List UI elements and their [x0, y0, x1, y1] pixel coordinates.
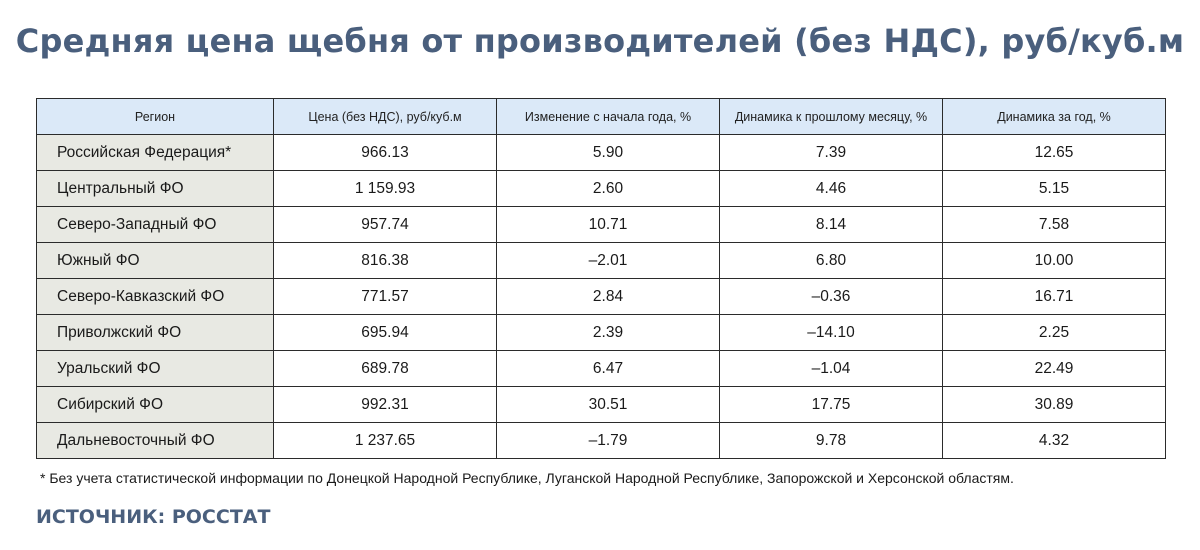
mom-change-cell: 17.75 [719, 386, 943, 423]
source-label: ИСТОЧНИК: РОССТАТ [36, 506, 271, 528]
header-mom-change: Динамика к прошлому месяцу, % [719, 98, 943, 135]
price-table: Регион Цена (без НДС), руб/куб.м Изменен… [36, 98, 1166, 459]
table-row: Южный ФО 816.38 –2.01 6.80 10.00 [36, 242, 1166, 279]
region-cell: Российская Федерация* [36, 134, 274, 171]
price-cell: 957.74 [273, 206, 497, 243]
page-title: Средняя цена щебня от производителей (бе… [15, 22, 1185, 60]
yoy-change-cell: 16.71 [942, 278, 1166, 315]
ytd-change-cell: 6.47 [496, 350, 720, 387]
table-row: Центральный ФО 1 159.93 2.60 4.46 5.15 [36, 170, 1166, 207]
yoy-change-cell: 12.65 [942, 134, 1166, 171]
table-row: Приволжский ФО 695.94 2.39 –14.10 2.25 [36, 314, 1166, 351]
region-cell: Приволжский ФО [36, 314, 274, 351]
yoy-change-cell: 10.00 [942, 242, 1166, 279]
header-yoy-change: Динамика за год, % [942, 98, 1166, 135]
mom-change-cell: 9.78 [719, 422, 943, 459]
table-row: Северо-Кавказский ФО 771.57 2.84 –0.36 1… [36, 278, 1166, 315]
table-row: Уральский ФО 689.78 6.47 –1.04 22.49 [36, 350, 1166, 387]
yoy-change-cell: 4.32 [942, 422, 1166, 459]
price-cell: 695.94 [273, 314, 497, 351]
mom-change-cell: 6.80 [719, 242, 943, 279]
region-cell: Центральный ФО [36, 170, 274, 207]
mom-change-cell: –0.36 [719, 278, 943, 315]
ytd-change-cell: 5.90 [496, 134, 720, 171]
mom-change-cell: 4.46 [719, 170, 943, 207]
header-ytd-change: Изменение с начала года, % [496, 98, 720, 135]
price-cell: 966.13 [273, 134, 497, 171]
mom-change-cell: –14.10 [719, 314, 943, 351]
mom-change-cell: –1.04 [719, 350, 943, 387]
region-cell: Южный ФО [36, 242, 274, 279]
ytd-change-cell: 2.39 [496, 314, 720, 351]
header-row: Регион Цена (без НДС), руб/куб.м Изменен… [36, 98, 1166, 135]
price-cell: 816.38 [273, 242, 497, 279]
mom-change-cell: 7.39 [719, 134, 943, 171]
yoy-change-cell: 5.15 [942, 170, 1166, 207]
table-body: Российская Федерация* 966.13 5.90 7.39 1… [36, 134, 1166, 459]
yoy-change-cell: 22.49 [942, 350, 1166, 387]
ytd-change-cell: 10.71 [496, 206, 720, 243]
region-cell: Северо-Западный ФО [36, 206, 274, 243]
header-region: Регион [36, 98, 274, 135]
header-price: Цена (без НДС), руб/куб.м [273, 98, 497, 135]
ytd-change-cell: 2.60 [496, 170, 720, 207]
price-cell: 992.31 [273, 386, 497, 423]
price-cell: 689.78 [273, 350, 497, 387]
table-row: Сибирский ФО 992.31 30.51 17.75 30.89 [36, 386, 1166, 423]
table-row: Северо-Западный ФО 957.74 10.71 8.14 7.5… [36, 206, 1166, 243]
mom-change-cell: 8.14 [719, 206, 943, 243]
price-cell: 1 237.65 [273, 422, 497, 459]
table-row: Дальневосточный ФО 1 237.65 –1.79 9.78 4… [36, 422, 1166, 459]
footnote: * Без учета статистической информации по… [40, 470, 1014, 486]
yoy-change-cell: 7.58 [942, 206, 1166, 243]
ytd-change-cell: –2.01 [496, 242, 720, 279]
table-row: Российская Федерация* 966.13 5.90 7.39 1… [36, 134, 1166, 171]
ytd-change-cell: 30.51 [496, 386, 720, 423]
yoy-change-cell: 30.89 [942, 386, 1166, 423]
price-cell: 1 159.93 [273, 170, 497, 207]
region-cell: Северо-Кавказский ФО [36, 278, 274, 315]
region-cell: Дальневосточный ФО [36, 422, 274, 459]
ytd-change-cell: –1.79 [496, 422, 720, 459]
region-cell: Уральский ФО [36, 350, 274, 387]
region-cell: Сибирский ФО [36, 386, 274, 423]
yoy-change-cell: 2.25 [942, 314, 1166, 351]
table-header: Регион Цена (без НДС), руб/куб.м Изменен… [36, 98, 1166, 135]
ytd-change-cell: 2.84 [496, 278, 720, 315]
price-cell: 771.57 [273, 278, 497, 315]
